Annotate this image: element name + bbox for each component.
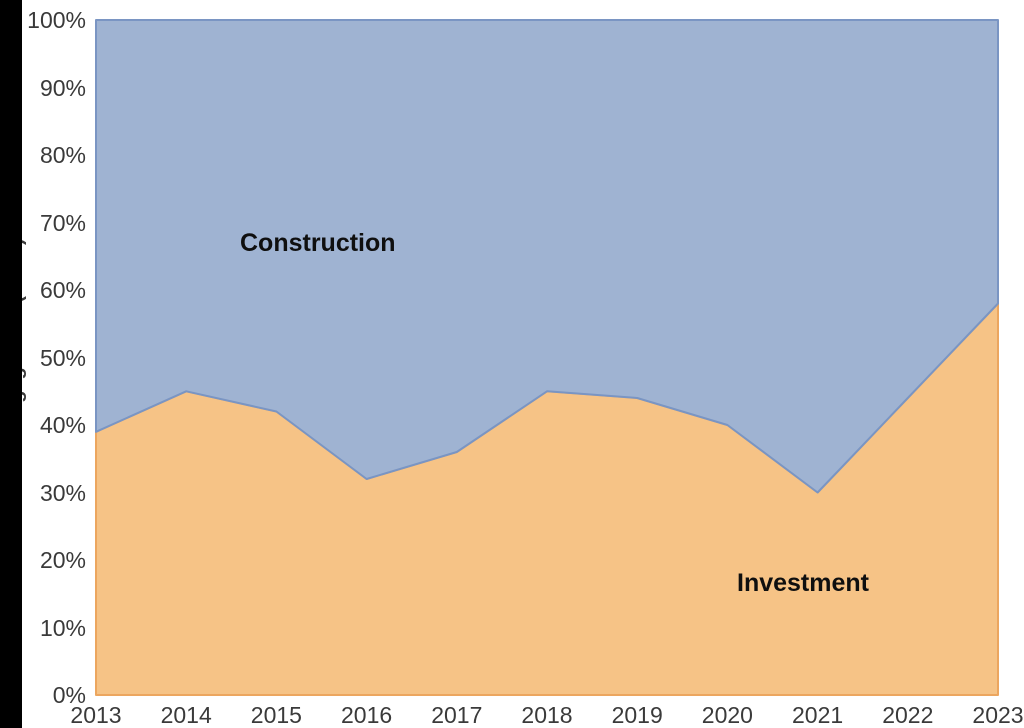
- x-tick-label: 2013: [70, 702, 122, 728]
- construction-area-label: Construction: [240, 229, 396, 257]
- y-tick-label: 50%: [39, 344, 86, 371]
- x-tick-label: 2014: [160, 702, 212, 728]
- y-tick-label: 100%: [27, 7, 86, 33]
- x-tick-label: 2016: [341, 702, 393, 728]
- x-tick-label: 2020: [701, 702, 753, 728]
- x-tick-label: 2018: [521, 702, 573, 728]
- x-tick-label: 2023: [972, 702, 1024, 728]
- investment-area-label: Investment: [737, 569, 869, 597]
- x-tick-label: 2021: [792, 702, 844, 728]
- construction-area: [95, 19, 999, 494]
- y-tick-label: 30%: [39, 479, 86, 506]
- y-tick-label: 70%: [39, 209, 86, 236]
- y-tick-label: 90%: [39, 74, 86, 101]
- x-tick-label: 2022: [882, 702, 934, 728]
- x-tick-label: 2019: [611, 702, 663, 728]
- left-edge-black-bar: [0, 0, 22, 728]
- y-tick-label: 20%: [39, 547, 86, 573]
- y-tick-label: 10%: [39, 614, 86, 641]
- y-tick-label: 60%: [39, 277, 86, 303]
- y-tick-label: 80%: [39, 142, 86, 168]
- y-tick-label: 40%: [39, 412, 86, 438]
- y-tick-label: 0%: [52, 682, 86, 708]
- x-tick-label: 2017: [431, 702, 483, 728]
- x-tick-label: 2015: [250, 702, 302, 728]
